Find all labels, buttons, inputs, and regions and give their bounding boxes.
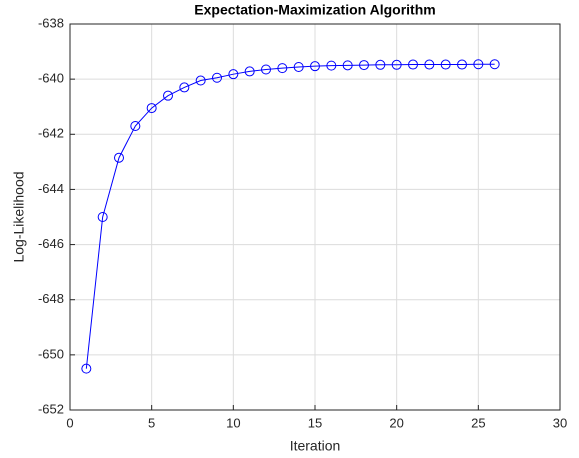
marker bbox=[293, 62, 304, 73]
marker bbox=[408, 59, 418, 70]
marker bbox=[212, 72, 222, 83]
x-tick-label: 20 bbox=[389, 415, 403, 430]
line bbox=[85, 63, 495, 369]
marker bbox=[195, 75, 206, 86]
marker bbox=[277, 63, 288, 74]
marker bbox=[163, 90, 173, 101]
marker bbox=[375, 59, 386, 70]
marker bbox=[310, 61, 320, 72]
marker bbox=[244, 66, 255, 77]
x-axis-label: Iteration bbox=[290, 438, 341, 454]
marker bbox=[228, 69, 239, 80]
marker bbox=[179, 82, 190, 93]
x-tick-label: 5 bbox=[148, 415, 155, 430]
chart-title: Expectation-Maximization Algorithm bbox=[194, 2, 435, 18]
y-tick-label: -648 bbox=[38, 291, 64, 306]
marker bbox=[391, 59, 402, 70]
marker bbox=[359, 60, 369, 71]
marker bbox=[81, 363, 92, 374]
marker bbox=[97, 212, 108, 222]
y-tick-label: -652 bbox=[38, 401, 64, 416]
marker bbox=[473, 59, 484, 70]
marker bbox=[130, 121, 141, 132]
x-tick-label: 0 bbox=[66, 415, 73, 430]
marker bbox=[146, 103, 157, 114]
y-tick-label: -646 bbox=[38, 236, 64, 251]
marker bbox=[261, 64, 271, 75]
marker bbox=[457, 59, 467, 70]
marker bbox=[489, 59, 500, 70]
x-tick-label: 10 bbox=[226, 415, 240, 430]
marker bbox=[424, 59, 435, 70]
y-tick-label: -640 bbox=[38, 71, 64, 86]
x-tick-label: 30 bbox=[553, 415, 567, 430]
marker bbox=[326, 60, 337, 71]
plot-frame bbox=[69, 23, 561, 411]
marker bbox=[114, 152, 124, 163]
y-tick-label: -642 bbox=[38, 126, 64, 141]
x-tick-label: 15 bbox=[308, 415, 322, 430]
marker bbox=[342, 60, 353, 71]
y-tick-label: -638 bbox=[38, 15, 64, 30]
x-tick-label: 25 bbox=[471, 415, 485, 430]
y-tick-label: -650 bbox=[38, 346, 64, 361]
y-axis-label: Log-Likelihood bbox=[11, 171, 27, 262]
marker bbox=[440, 59, 451, 70]
y-tick-label: -644 bbox=[38, 181, 64, 196]
